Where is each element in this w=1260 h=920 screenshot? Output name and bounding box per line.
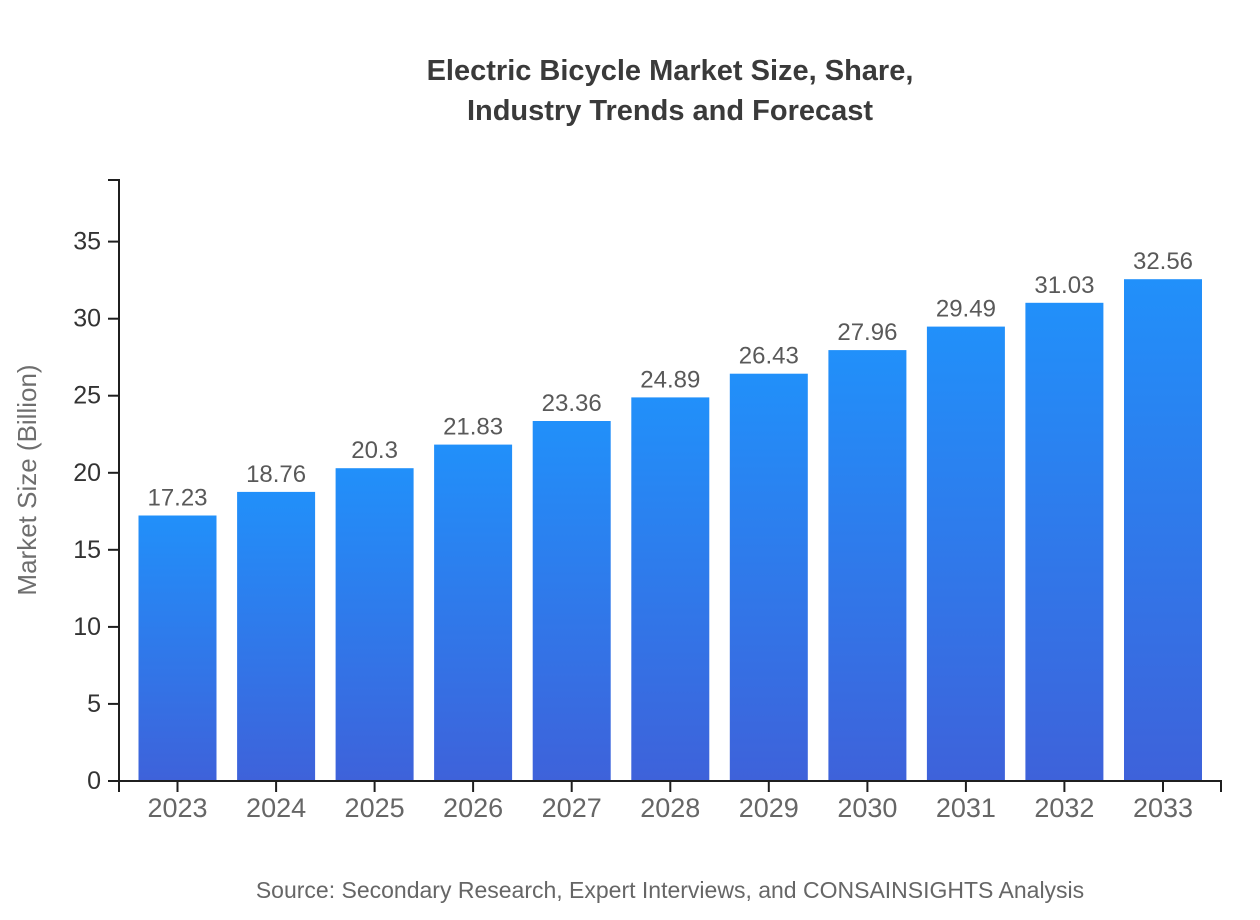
bar-2030 xyxy=(828,350,907,781)
bar-value-label: 29.49 xyxy=(936,296,996,323)
y-tick-label: 30 xyxy=(73,305,101,333)
bar-2024 xyxy=(237,491,316,781)
x-tick-label: 2033 xyxy=(1133,793,1193,823)
y-tick-label: 35 xyxy=(73,228,101,256)
y-tick-label: 5 xyxy=(87,690,101,718)
bar-2025 xyxy=(335,468,414,781)
x-tick-label: 2032 xyxy=(1034,793,1094,823)
y-tick-label: 25 xyxy=(73,382,101,410)
bar-value-label: 31.03 xyxy=(1034,272,1094,299)
x-tick-label: 2031 xyxy=(936,793,996,823)
bar-2027 xyxy=(532,421,611,781)
chart-title-line-2: Industry Trends and Forecast xyxy=(467,95,873,127)
bar-2026 xyxy=(434,444,513,781)
bar-value-label: 32.56 xyxy=(1133,248,1193,275)
x-tick-label: 2027 xyxy=(542,793,602,823)
bar-value-label: 18.76 xyxy=(246,461,306,488)
bar-2033 xyxy=(1124,279,1202,781)
x-tick-label: 2028 xyxy=(640,793,700,823)
bar-value-label: 17.23 xyxy=(147,485,207,512)
bar-value-label: 24.89 xyxy=(640,366,700,393)
x-tick-label: 2030 xyxy=(837,793,897,823)
bar-2028 xyxy=(631,397,710,781)
source-note: Source: Secondary Research, Expert Inter… xyxy=(256,877,1084,903)
y-axis-title: Market Size (Billion) xyxy=(12,364,42,595)
x-tick-label: 2026 xyxy=(443,793,503,823)
bars-layer xyxy=(138,279,1202,781)
y-tick-label: 20 xyxy=(73,459,101,487)
y-tick-label: 0 xyxy=(87,767,101,795)
labels-layer: 17.23202318.76202420.3202521.83202623.36… xyxy=(73,228,1193,823)
bar-value-label: 21.83 xyxy=(443,414,503,441)
bar-value-label: 27.96 xyxy=(837,319,897,346)
chart-title-line-1: Electric Bicycle Market Size, Share, xyxy=(427,55,914,87)
bar-2031 xyxy=(926,326,1005,781)
axes-layer xyxy=(108,179,1222,792)
x-axis-line xyxy=(118,780,1222,792)
bar-2032 xyxy=(1025,302,1104,781)
x-tick-label: 2029 xyxy=(739,793,799,823)
bar-value-label: 23.36 xyxy=(542,390,602,417)
x-tick-label: 2025 xyxy=(345,793,405,823)
bar-value-label: 26.43 xyxy=(739,343,799,370)
bar-2029 xyxy=(729,373,808,781)
x-tick-label: 2024 xyxy=(246,793,306,823)
bar-value-label: 20.3 xyxy=(351,437,398,464)
x-tick-label: 2023 xyxy=(147,793,207,823)
y-tick-label: 15 xyxy=(73,536,101,564)
bar-2023 xyxy=(138,515,217,781)
y-tick-label: 10 xyxy=(73,613,101,641)
y-axis-line xyxy=(108,179,120,782)
